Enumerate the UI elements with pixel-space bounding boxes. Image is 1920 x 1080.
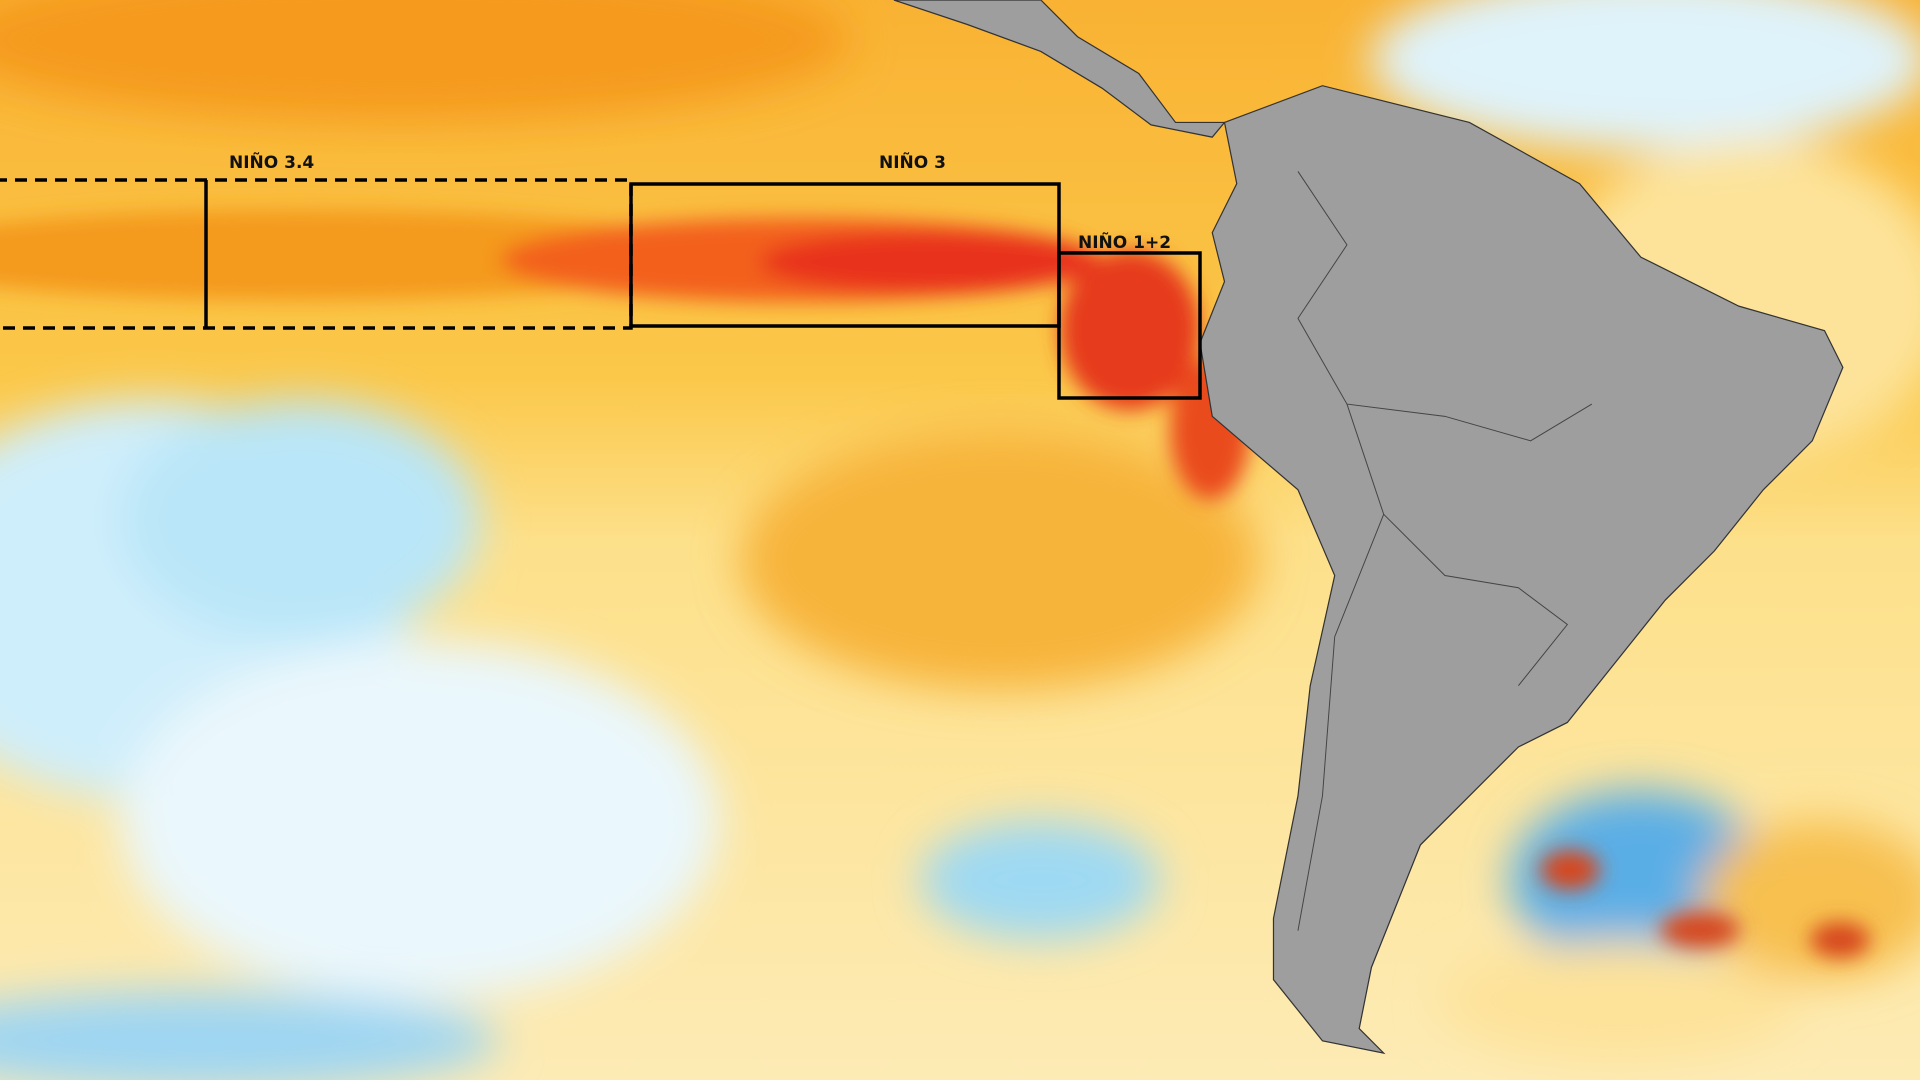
nino-boxes xyxy=(0,178,1202,400)
borders xyxy=(1297,514,1385,931)
south-america xyxy=(1199,85,1844,1055)
region-label: NIÑO 3.4 xyxy=(229,150,314,173)
borders xyxy=(1346,403,1569,687)
region-label: NIÑO 3 xyxy=(879,150,946,173)
land xyxy=(893,0,1844,1055)
central-america xyxy=(893,0,1226,138)
nino-1-2-box xyxy=(1057,251,1202,400)
region-label: NIÑO 1+2 xyxy=(1078,230,1171,253)
